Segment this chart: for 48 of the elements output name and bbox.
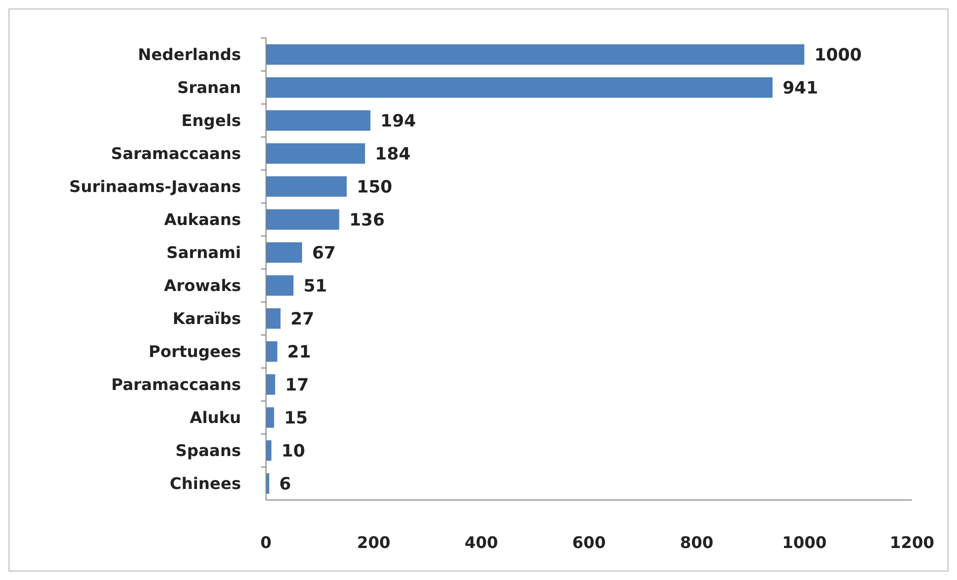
y-tick-label: Spaans [176,441,241,460]
y-tick-label: Surinaams-Javaans [69,177,241,196]
bar [266,275,294,296]
bar [266,44,804,65]
y-tick-label: Aluku [190,408,241,428]
y-tick-label: Sarnami [166,243,241,262]
data-label: 17 [285,375,309,396]
x-tick-label: 1000 [782,533,827,552]
bar [266,440,272,461]
bar [266,242,302,263]
data-label: 51 [303,276,328,296]
data-label: 941 [782,78,818,98]
data-label: 21 [287,342,311,362]
y-tick-label: Portugees [148,342,241,362]
data-label: 184 [375,144,411,164]
data-label: 150 [356,177,392,198]
data-label: 67 [312,243,336,264]
y-tick-label: Engels [181,111,241,130]
y-tick-label: Arowaks [164,276,241,296]
bar [266,407,274,428]
bar [266,341,278,362]
bar [266,209,340,230]
bar [266,308,281,329]
y-tick-label: Paramaccaans [111,375,241,394]
data-label: 136 [349,210,385,230]
data-label: 194 [380,111,416,132]
x-tick-label: 200 [356,533,390,552]
x-tick-label: 0 [260,533,272,552]
y-tick-label: Sranan [177,78,241,98]
bar [266,77,773,98]
x-tick-label: 600 [572,533,606,552]
data-label: 10 [281,441,306,462]
bar [266,374,276,395]
data-label: 6 [279,474,292,494]
x-tick-label: 1200 [890,533,934,552]
y-tick-label: Chinees [170,474,241,494]
bar [266,110,370,131]
data-label: 27 [290,309,314,330]
x-tick-label: 400 [464,533,498,552]
y-tick-label: Karaïbs [172,309,241,328]
x-tick-label: 800 [680,533,714,552]
y-tick-label: Saramaccaans [111,144,241,164]
bar [266,176,347,197]
data-label: 15 [284,408,308,428]
data-label: 1000 [814,45,862,66]
bar [266,143,366,164]
y-tick-label: Nederlands [138,45,241,64]
y-tick-label: Aukaans [164,210,241,230]
